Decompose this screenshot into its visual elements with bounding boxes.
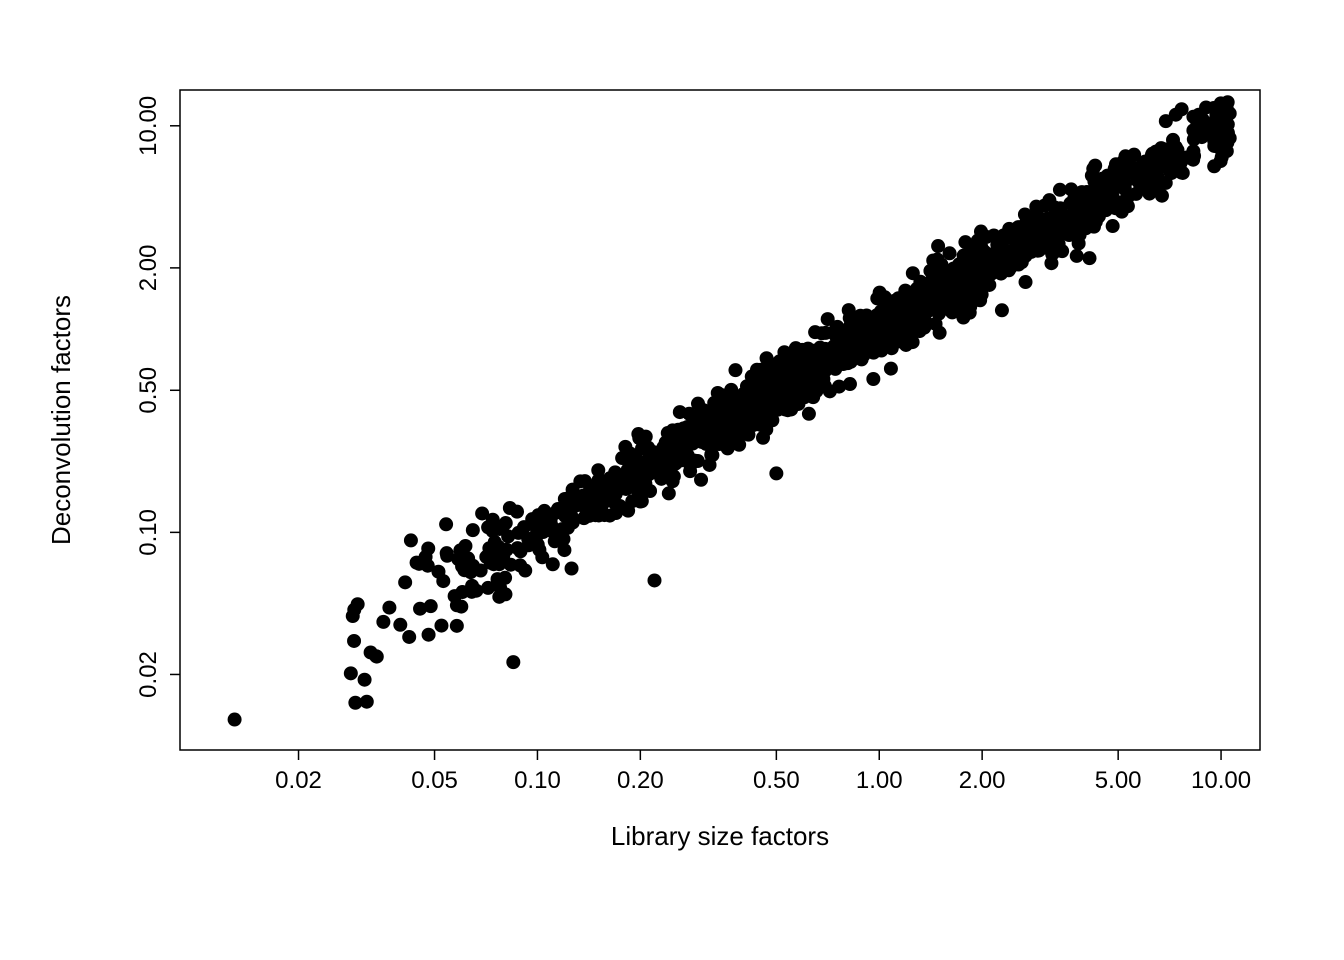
x-tick-label: 0.02 bbox=[275, 767, 322, 794]
x-tick-label: 0.10 bbox=[514, 767, 561, 794]
y-tick-label: 0.02 bbox=[135, 651, 162, 698]
y-tick-label: 10.00 bbox=[135, 96, 162, 156]
x-tick-label: 0.20 bbox=[617, 767, 664, 794]
scatter-points bbox=[228, 95, 1237, 726]
x-tick-label: 1.00 bbox=[856, 767, 903, 794]
x-tick-label: 0.50 bbox=[753, 767, 800, 794]
y-axis-label: Deconvolution factors bbox=[46, 295, 76, 545]
x-tick-label: 0.05 bbox=[411, 767, 458, 794]
y-tick-label: 0.50 bbox=[135, 367, 162, 414]
y-tick-label: 2.00 bbox=[135, 245, 162, 292]
scatter-plot: 0.02 0.05 0.10 0.20 0.50 1.00 2.00 5.00 10.00 0.0… bbox=[0, 0, 1344, 960]
x-tick-label: 5.00 bbox=[1095, 767, 1142, 794]
y-tick-label: 0.10 bbox=[135, 509, 162, 556]
x-tick-label: 2.00 bbox=[959, 767, 1006, 794]
x-axis-label: Library size factors bbox=[611, 821, 829, 851]
x-tick-label: 10.00 bbox=[1191, 767, 1251, 794]
